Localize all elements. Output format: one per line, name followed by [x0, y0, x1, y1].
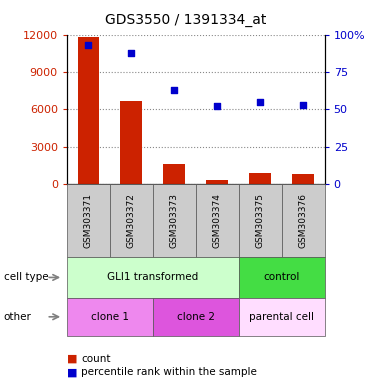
Bar — [249, 173, 271, 184]
Bar — [164, 164, 185, 184]
Text: count: count — [81, 354, 111, 364]
Text: GLI1 transformed: GLI1 transformed — [107, 272, 198, 283]
Text: GSM303371: GSM303371 — [84, 193, 93, 248]
Text: GSM303375: GSM303375 — [256, 193, 265, 248]
Text: percentile rank within the sample: percentile rank within the sample — [81, 367, 257, 377]
Text: control: control — [263, 272, 300, 283]
Text: ■: ■ — [67, 367, 77, 377]
Text: clone 2: clone 2 — [177, 312, 215, 322]
Text: GSM303373: GSM303373 — [170, 193, 179, 248]
Bar — [78, 37, 99, 184]
Text: cell type: cell type — [4, 272, 48, 283]
Text: GSM303376: GSM303376 — [299, 193, 308, 248]
Point — [300, 102, 306, 108]
Point — [214, 103, 220, 109]
Bar — [292, 174, 314, 184]
Bar — [121, 101, 142, 184]
Text: parental cell: parental cell — [249, 312, 314, 322]
Text: GSM303374: GSM303374 — [213, 194, 222, 248]
Text: GDS3550 / 1391334_at: GDS3550 / 1391334_at — [105, 13, 266, 27]
Point — [85, 42, 91, 48]
Text: ■: ■ — [67, 354, 77, 364]
Point — [171, 87, 177, 93]
Bar — [206, 180, 228, 184]
Text: other: other — [4, 312, 32, 322]
Point — [128, 50, 134, 56]
Text: clone 1: clone 1 — [91, 312, 129, 322]
Text: GSM303372: GSM303372 — [127, 194, 136, 248]
Point — [257, 99, 263, 105]
